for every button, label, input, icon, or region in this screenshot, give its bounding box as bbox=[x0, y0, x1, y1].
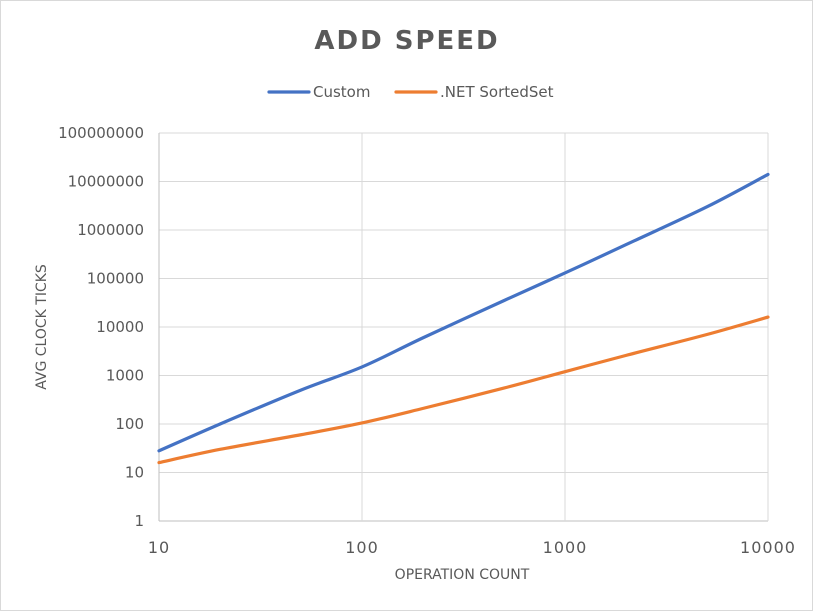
series-line-custom bbox=[157, 172, 770, 453]
chart-title: ADD SPEED bbox=[314, 26, 499, 56]
series-lines bbox=[157, 172, 770, 465]
y-tick-label: 1 bbox=[134, 512, 144, 530]
x-tick-label: 100 bbox=[345, 538, 379, 557]
y-tick-label: 100 bbox=[115, 415, 144, 433]
x-axis-title: OPERATION COUNT bbox=[395, 567, 530, 583]
legend-label-custom: Custom bbox=[313, 83, 370, 101]
gridlines bbox=[158, 132, 769, 522]
legend: Custom .NET SortedSet bbox=[267, 83, 554, 101]
y-tick-label: 100000000 bbox=[58, 124, 144, 142]
y-axis-title: AVG CLOCK TICKS bbox=[34, 264, 50, 390]
x-tick-labels: 10 100 1000 10000 bbox=[148, 538, 796, 557]
x-tick-label: 10000 bbox=[740, 538, 796, 557]
y-tick-label: 10 bbox=[125, 464, 144, 482]
y-tick-label: 1000 bbox=[106, 367, 144, 385]
legend-label-net-sortedset: .NET SortedSet bbox=[440, 83, 554, 101]
x-tick-label: 10 bbox=[148, 538, 170, 557]
x-tick-label: 1000 bbox=[543, 538, 588, 557]
y-tick-label: 1000000 bbox=[77, 221, 144, 239]
y-tick-labels: 1 10 100 1000 10000 100000 1000000 10000000 1000… bbox=[58, 124, 144, 530]
y-tick-label: 100000 bbox=[87, 270, 144, 288]
series-line-net-sortedset bbox=[157, 315, 770, 465]
y-tick-label: 10000000 bbox=[68, 173, 144, 191]
y-tick-label: 10000 bbox=[96, 318, 144, 336]
